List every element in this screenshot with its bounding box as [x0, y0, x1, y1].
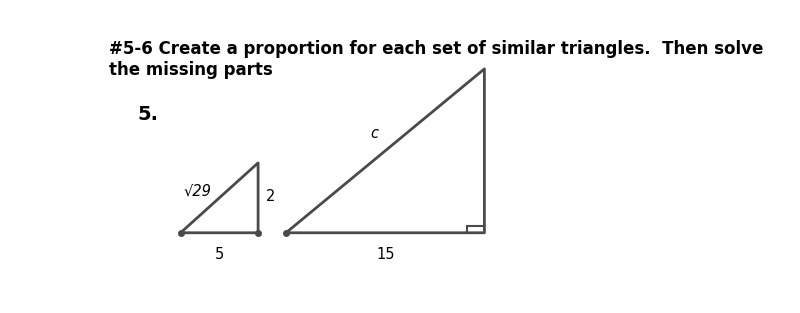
Text: 5.: 5.	[138, 105, 158, 124]
Text: 5: 5	[214, 247, 224, 262]
Text: 2: 2	[266, 189, 275, 204]
Text: √29: √29	[184, 183, 212, 198]
Text: 15: 15	[376, 247, 394, 262]
Text: c: c	[370, 126, 378, 141]
Text: #5-6 Create a proportion for each set of similar triangles.  Then solve
the miss: #5-6 Create a proportion for each set of…	[110, 40, 764, 79]
